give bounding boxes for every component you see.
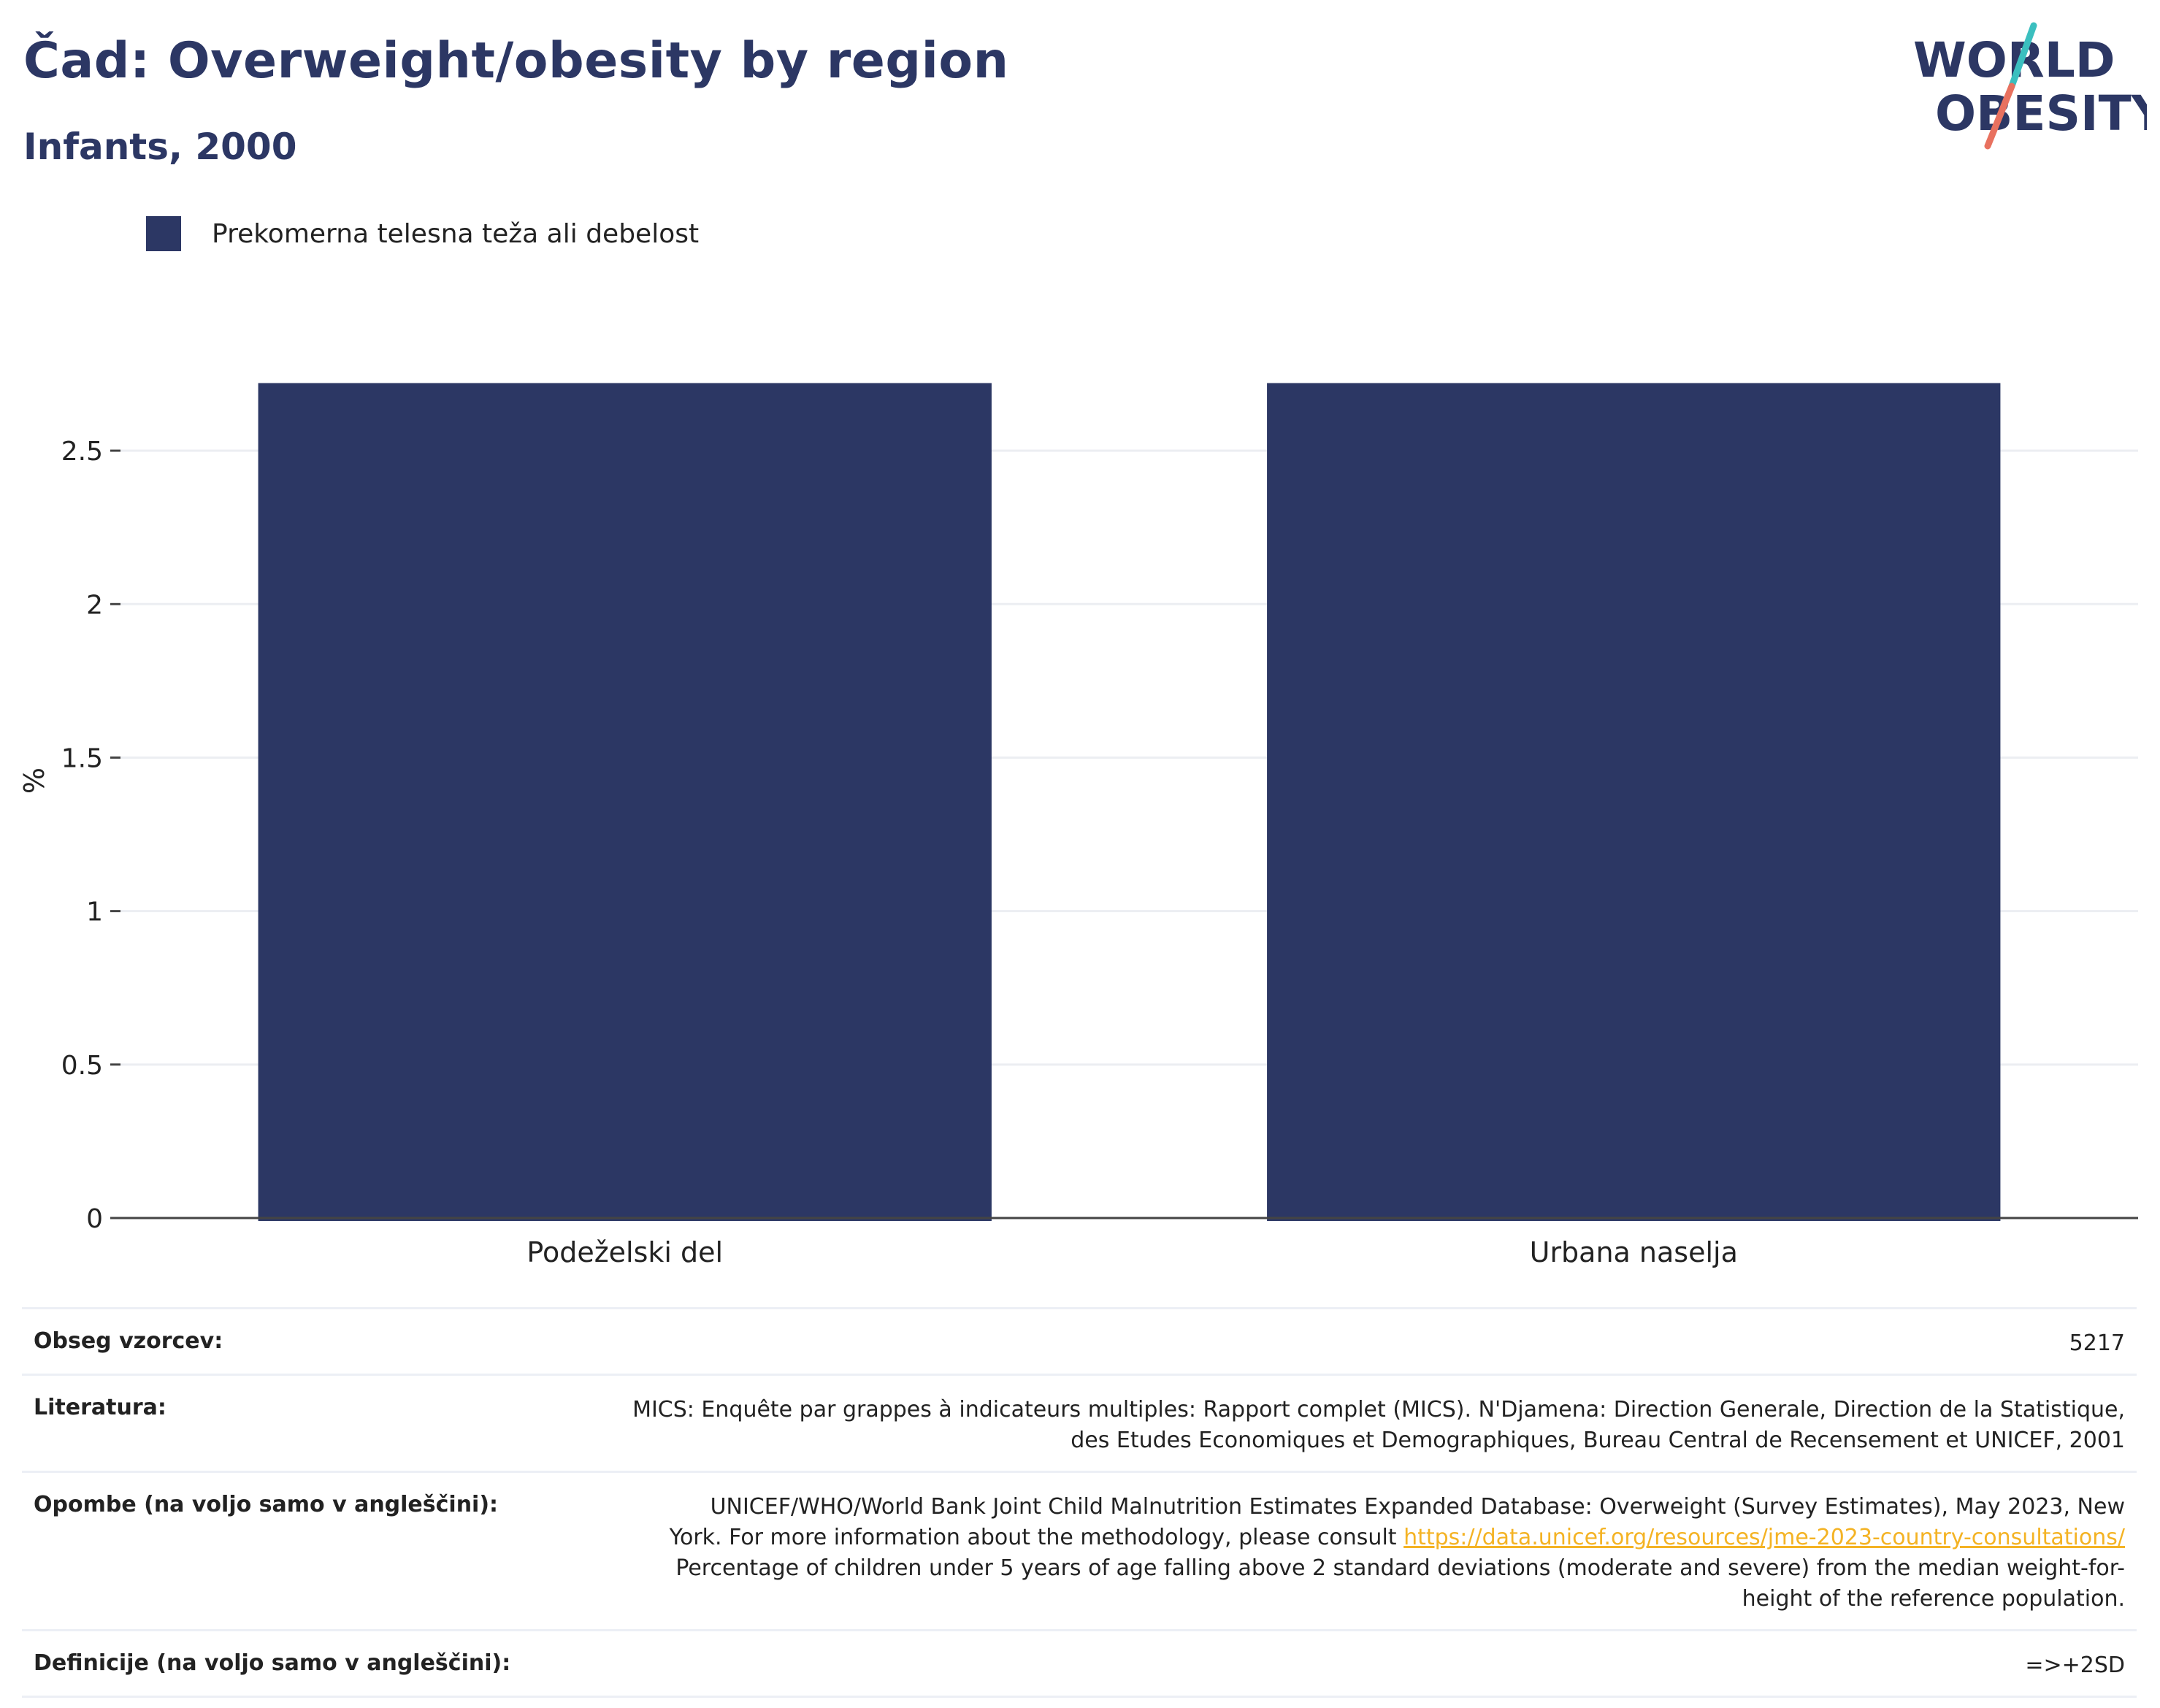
legend-label: Prekomerna telesna teža ali debelost [212,218,700,249]
info-table: Obseg vzorcev: 5217 Literatura: MICS: En… [22,1307,2137,1698]
notes-line-3: Percentage of children under 5 years of … [675,1555,2125,1581]
literature-line-2: des Etudes Economiques et Demographiques… [1071,1428,2125,1453]
methodology-link[interactable]: https://data.unicef.org/resources/jme-20… [1403,1525,2125,1550]
sample-size-label: Obseg vzorcev: [34,1328,223,1354]
definitions-value: =>+2SD [2025,1653,2125,1678]
x-tick-label: Urbana naselja [1530,1236,1738,1268]
notes-line-4: height of the reference population. [1742,1586,2125,1612]
y-tick-label: 2.5 [61,437,103,467]
y-axis-label: % [18,767,50,794]
info-row-definitions: Definicije (na voljo samo v angleščini):… [22,1629,2137,1698]
bar[interactable] [258,383,992,1221]
logo-slash-coral [1984,83,2015,150]
bar-chart: 0 0.5 1 1.5 2 2.5 Podeželski del Urbana naselj… [18,383,2138,1268]
y-tick-label: 1 [86,897,103,927]
literature-line-1: MICS: Enquête par grappes à indicateurs … [632,1397,2125,1422]
logo-slash-teal [2008,22,2037,90]
notes-line-1: UNICEF/WHO/World Bank Joint Child Malnut… [710,1494,2125,1520]
chart-subtitle: Infants, 2000 [23,126,297,168]
info-row-literature: Literatura: MICS: Enquête par grappes à … [22,1374,2137,1471]
y-tick-label: 0 [86,1204,103,1234]
y-tick-label: 1.5 [61,743,103,773]
literature-value: MICS: Enquête par grappes à indicateurs … [632,1395,2125,1456]
world-obesity-logo: WORLD OBESITY [1913,22,2147,150]
literature-label: Literatura: [34,1395,166,1420]
info-row-notes: Opombe (na voljo samo v angleščini): UNI… [22,1471,2137,1629]
bar[interactable] [1267,383,2001,1221]
chart-title: Čad: Overweight/obesity by region [23,32,1009,90]
sample-size-value: 5217 [2069,1330,2125,1356]
y-tick-label: 0.5 [61,1051,103,1081]
logo-word-obesity: OBESITY [1935,85,2147,142]
x-axis-ticks: Podeželski del Urbana naselja [526,1236,1737,1268]
legend-swatch [146,216,181,251]
x-tick-label: Podeželski del [526,1236,723,1268]
definitions-label: Definicije (na voljo samo v angleščini): [34,1650,511,1676]
notes-label: Opombe (na voljo samo v angleščini): [34,1492,499,1517]
notes-value: UNICEF/WHO/World Bank Joint Child Malnut… [670,1492,2125,1615]
y-tick-label: 2 [86,590,103,620]
y-axis-ticks: 0 0.5 1 1.5 2 2.5 [61,437,120,1234]
chart-legend: Prekomerna telesna teža ali debelost [146,216,699,251]
info-row-sample-size: Obseg vzorcev: 5217 [22,1307,2137,1374]
notes-line-2: York. For more information about the met… [669,1525,1404,1550]
bars [258,383,2001,1221]
